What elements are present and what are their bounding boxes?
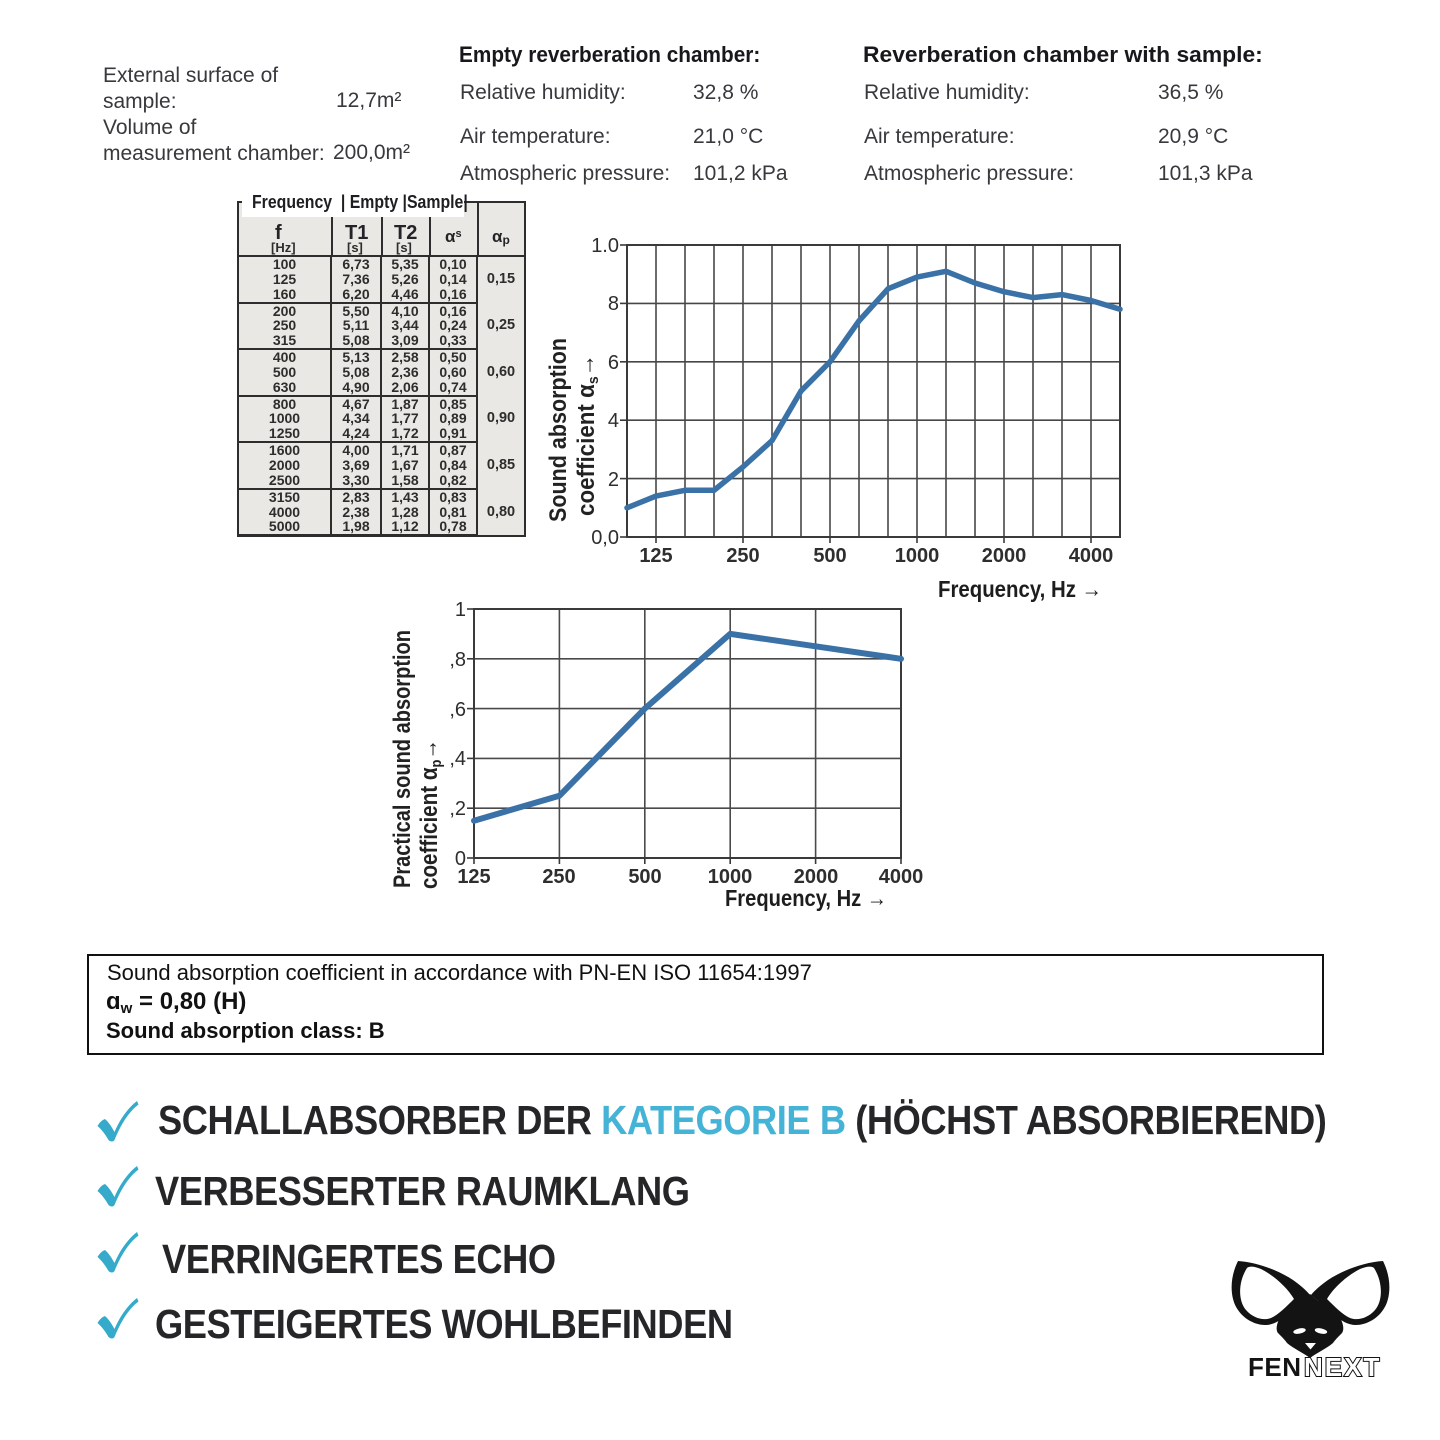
svg-text:6: 6 bbox=[608, 352, 619, 374]
svg-text:,4: ,4 bbox=[449, 748, 466, 770]
svg-text:4: 4 bbox=[608, 410, 619, 432]
svg-text:Frequency, Hz →: Frequency, Hz → bbox=[938, 576, 1102, 602]
svg-text:250: 250 bbox=[542, 866, 575, 888]
svg-text:Practical sound absorption: Practical sound absorption bbox=[389, 630, 416, 888]
svg-text:125: 125 bbox=[457, 866, 490, 888]
svg-text:250: 250 bbox=[726, 545, 759, 567]
svg-text:1000: 1000 bbox=[708, 866, 753, 888]
svg-text:1000: 1000 bbox=[895, 545, 940, 567]
svg-text:4000: 4000 bbox=[1069, 545, 1114, 567]
svg-text:4000: 4000 bbox=[879, 866, 924, 888]
svg-text:1.0: 1.0 bbox=[591, 235, 619, 257]
svg-text:8: 8 bbox=[608, 293, 619, 315]
svg-text:,8: ,8 bbox=[449, 649, 466, 671]
svg-text:2000: 2000 bbox=[982, 545, 1027, 567]
svg-text:0: 0 bbox=[455, 848, 466, 870]
svg-text:,2: ,2 bbox=[449, 798, 466, 820]
svg-text:Sound absorption: Sound absorption bbox=[545, 338, 572, 522]
svg-text:125: 125 bbox=[639, 545, 672, 567]
svg-text:coefficient αs→: coefficient αs→ bbox=[573, 354, 602, 516]
svg-text:Frequency, Hz →: Frequency, Hz → bbox=[725, 885, 887, 911]
svg-text:FEN: FEN bbox=[1248, 1352, 1302, 1382]
svg-text:2: 2 bbox=[608, 469, 619, 491]
svg-text:,6: ,6 bbox=[449, 699, 466, 721]
svg-text:1: 1 bbox=[455, 599, 466, 621]
svg-text:500: 500 bbox=[628, 866, 661, 888]
svg-text:NEXT: NEXT bbox=[1304, 1352, 1381, 1382]
svg-text:0,0: 0,0 bbox=[591, 527, 619, 549]
svg-text:2000: 2000 bbox=[794, 866, 839, 888]
svg-text:coefficient αp→: coefficient αp→ bbox=[416, 739, 445, 889]
svg-text:500: 500 bbox=[813, 545, 846, 567]
